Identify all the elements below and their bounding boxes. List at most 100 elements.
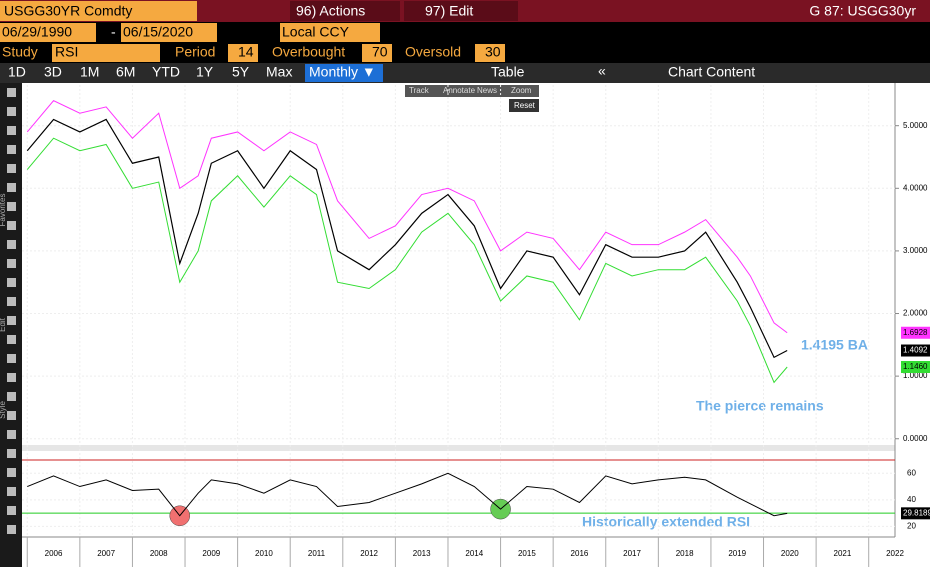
security: USGG30YR Comdty	[4, 3, 132, 19]
actions-button[interactable]	[290, 1, 400, 21]
side-icon[interactable]	[7, 107, 16, 116]
y-tick-label: 3.0000	[903, 246, 928, 255]
range-button[interactable]: YTD	[152, 64, 180, 80]
side-icon[interactable]	[7, 126, 16, 135]
value-label: 1.6928	[903, 328, 928, 337]
x-tick-label: 2014	[465, 549, 483, 558]
side-icon[interactable]	[7, 430, 16, 439]
chart-content[interactable]: Chart Content	[668, 64, 755, 80]
side-icon[interactable]	[7, 221, 16, 230]
x-tick-label: 2021	[834, 549, 852, 558]
side-icon[interactable]	[7, 468, 16, 477]
side-icon[interactable]	[7, 145, 16, 154]
collapse[interactable]: «	[598, 63, 606, 79]
side-icon[interactable]	[7, 278, 16, 287]
overbought: 70	[372, 44, 388, 60]
start-date-field[interactable]	[0, 23, 96, 42]
rsi-line	[27, 472, 788, 517]
side-label: Style	[0, 401, 7, 419]
side-icon[interactable]	[7, 392, 16, 401]
side-icon[interactable]	[7, 449, 16, 458]
chart-area	[22, 83, 930, 567]
edit-button[interactable]	[404, 1, 518, 21]
side-icon[interactable]	[7, 240, 16, 249]
side-icon[interactable]	[7, 354, 16, 363]
x-tick-label: 2012	[360, 549, 378, 558]
range-button[interactable]: 6M	[116, 64, 135, 80]
oversold-field[interactable]	[475, 44, 505, 62]
price-line	[26, 137, 788, 384]
y-tick-label: 20	[907, 521, 916, 530]
overbought-field[interactable]	[362, 44, 392, 62]
value-tag	[901, 344, 930, 357]
range-button[interactable]: 3D	[44, 64, 62, 80]
x-tick-label: 2006	[45, 549, 63, 558]
range-button[interactable]: 5Y	[232, 64, 250, 80]
ticker: G 87: USGG30yr	[809, 3, 916, 19]
side-icon[interactable]	[7, 259, 16, 268]
start-date: 06/29/1990	[2, 24, 72, 40]
tool[interactable]: Track	[409, 86, 430, 95]
x-tick-label: 2015	[518, 549, 536, 558]
tool[interactable]: News	[477, 86, 497, 95]
price-line	[26, 118, 788, 359]
x-tick-label: 2008	[150, 549, 168, 558]
y-tick-label: 2.0000	[903, 309, 928, 318]
x-tick-label: 2019	[728, 549, 746, 558]
side-icon[interactable]	[7, 373, 16, 382]
tool[interactable]: Zoom	[511, 86, 532, 95]
study-field[interactable]	[52, 44, 160, 62]
annotation: The pierce remains	[696, 398, 824, 414]
frequency: Monthly ▼	[309, 64, 376, 80]
table[interactable]: Table	[491, 64, 525, 80]
range-button[interactable]: Max	[266, 64, 292, 80]
y-tick-label: 0.0000	[903, 434, 928, 443]
range-bar	[0, 63, 930, 83]
edit: 97) Edit	[425, 3, 473, 19]
x-tick-label: 2010	[255, 549, 273, 558]
x-tick-label: 2007	[97, 549, 115, 558]
side-icon[interactable]	[7, 164, 16, 173]
y-tick-label: 5.0000	[903, 121, 928, 130]
price-line	[26, 100, 788, 334]
x-tick-label: 2020	[781, 549, 799, 558]
range-button[interactable]: 1D	[8, 64, 26, 80]
x-tick-label: 2013	[413, 549, 431, 558]
period-field[interactable]	[228, 44, 258, 62]
value-label: 1.1460	[903, 362, 928, 371]
end-date-field[interactable]	[121, 23, 217, 42]
value-label: 1.4092	[903, 346, 928, 355]
range-button[interactable]: 1M	[80, 64, 99, 80]
side-icon[interactable]	[7, 88, 16, 97]
side-icon[interactable]	[7, 183, 16, 192]
side-icon[interactable]	[7, 316, 16, 325]
value-tag	[901, 507, 930, 520]
side-icon[interactable]	[7, 525, 16, 534]
actions: 96) Actions	[296, 3, 365, 19]
study: RSI	[55, 44, 78, 60]
value-tag	[901, 326, 930, 339]
reset: Reset	[514, 101, 536, 110]
x-tick-label: 2017	[623, 549, 641, 558]
value-label: 29.8189	[903, 508, 930, 517]
side-icon[interactable]	[7, 335, 16, 344]
side-icon[interactable]	[7, 487, 16, 496]
splitter	[22, 445, 895, 451]
x-tick-label: 2016	[571, 549, 589, 558]
tool[interactable]: Annotate	[443, 86, 476, 95]
annotation: 1.4195 BA	[801, 337, 868, 353]
side-icon[interactable]	[7, 202, 16, 211]
side-icon[interactable]	[7, 297, 16, 306]
dash: -	[111, 24, 116, 40]
x-tick-label: 2018	[676, 549, 694, 558]
value-tag	[901, 360, 930, 373]
frequency-button[interactable]	[305, 64, 383, 82]
side-icon[interactable]	[7, 506, 16, 515]
x-tick-label: 2009	[202, 549, 220, 558]
range-button[interactable]: 1Y	[196, 64, 214, 80]
security-field[interactable]	[0, 1, 197, 21]
side-icon[interactable]	[7, 411, 16, 420]
currency-field[interactable]	[280, 23, 380, 42]
reset-button[interactable]	[509, 99, 539, 112]
